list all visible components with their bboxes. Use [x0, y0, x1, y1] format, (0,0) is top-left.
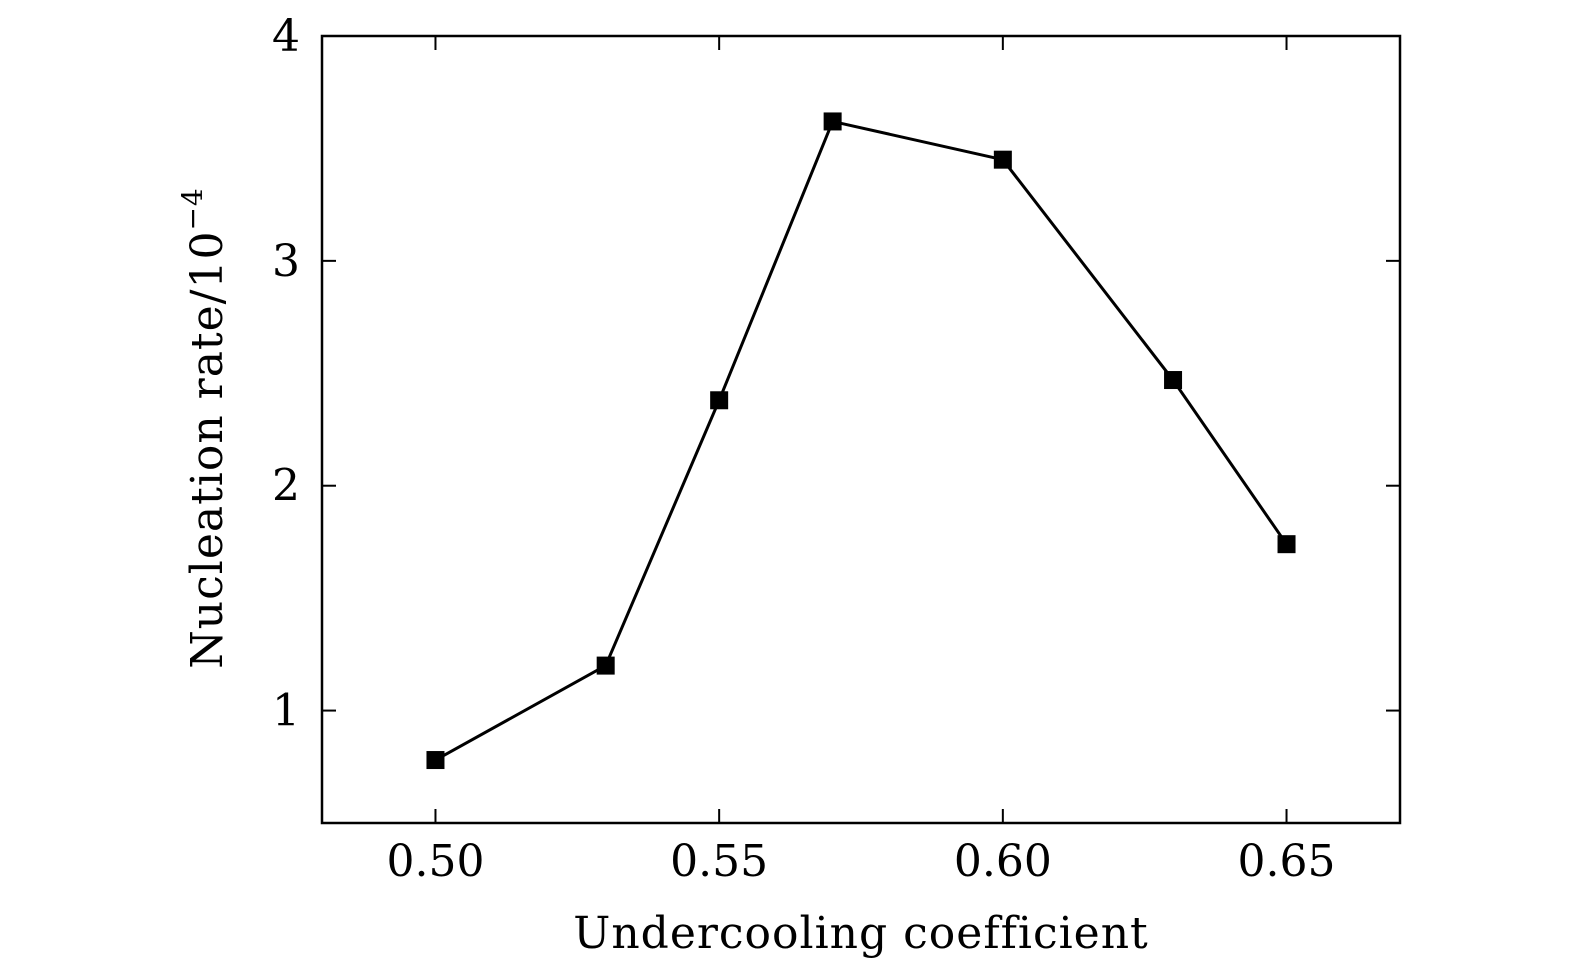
- plot-frame: [320, 34, 1402, 825]
- y-tick-labels: 1 2 3 4: [272, 11, 300, 737]
- data-point-marker: [1277, 535, 1296, 554]
- data-point-marker: [596, 656, 615, 675]
- data-point-marker: [426, 751, 445, 770]
- x-axis-title: Undercooling coefficient: [573, 908, 1149, 959]
- y-tick-label: 3: [272, 236, 300, 287]
- series-lines: [434, 119, 1288, 762]
- y-ticks: [322, 35, 1400, 712]
- data-point-marker: [993, 150, 1012, 169]
- series-markers: [426, 112, 1296, 770]
- y-tick-label: 4: [272, 11, 300, 62]
- data-point-marker: [710, 391, 729, 410]
- x-tick-labels: 0.50 0.55 0.60 0.65: [386, 836, 1335, 887]
- x-tick-label: 0.60: [954, 836, 1052, 887]
- y-tick-label: 2: [272, 461, 300, 512]
- data-point-marker: [823, 112, 842, 131]
- series-line: [434, 119, 1288, 762]
- x-ticks: [434, 36, 1288, 823]
- y-tick-label: 1: [272, 686, 300, 737]
- data-point-marker: [1164, 371, 1183, 390]
- x-tick-label: 0.65: [1238, 836, 1336, 887]
- x-tick-label: 0.55: [670, 836, 768, 887]
- x-tick-label: 0.50: [386, 836, 484, 887]
- y-axis-title: Nucleation rate/10−4: [176, 187, 233, 668]
- y-axis-title-main: Nucleation rate/10: [182, 231, 233, 669]
- y-axis-title-exponent: −4: [176, 187, 209, 230]
